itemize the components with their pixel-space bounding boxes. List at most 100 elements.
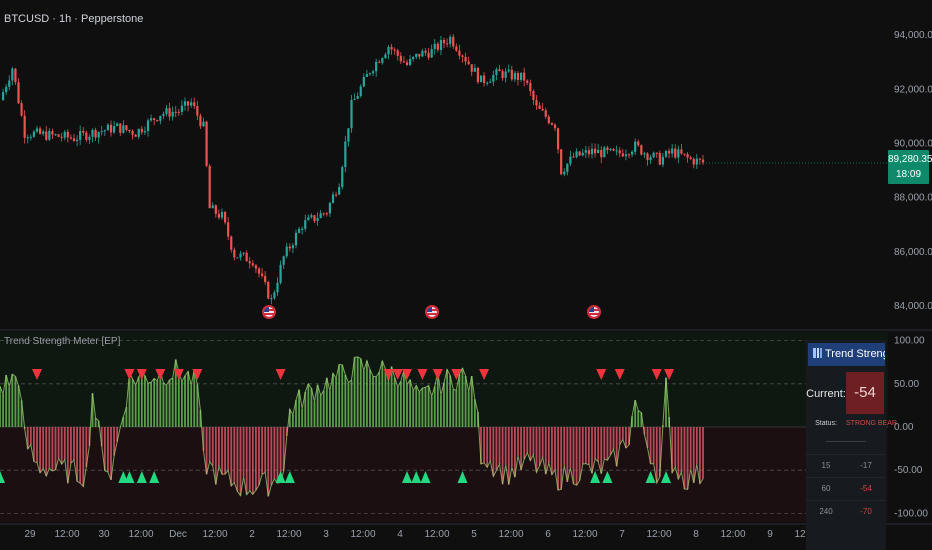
strength-bar [332, 373, 334, 427]
candle-body [618, 150, 621, 154]
candle-body [171, 111, 174, 117]
strength-bar [575, 427, 578, 486]
strength-bar [304, 392, 307, 427]
candle-body [193, 102, 196, 107]
strength-bar [218, 427, 220, 466]
candle-body [143, 131, 147, 133]
candle-body [100, 131, 103, 133]
candle-body [103, 130, 106, 132]
candle-body [285, 246, 288, 257]
candle-body [223, 211, 227, 223]
time-tick-label: 12:00 [128, 529, 153, 540]
candle-body [445, 43, 449, 45]
timeframe-value: -70 [860, 507, 872, 516]
strength-bar [221, 427, 223, 475]
strength-bar [301, 408, 304, 427]
strength-bar [73, 427, 75, 461]
strength-bar [433, 386, 436, 427]
candle-body [313, 215, 316, 221]
candle-body [14, 68, 17, 83]
strength-bar [547, 427, 550, 463]
price-tick-label: 90,000.00 [894, 138, 932, 149]
candle-body [119, 123, 122, 133]
candle-body [236, 257, 239, 259]
candle-body [230, 236, 233, 250]
sell-signal [432, 369, 443, 380]
candle-body [260, 273, 264, 276]
us-flag-icon[interactable] [587, 305, 601, 319]
strength-bar [51, 427, 54, 471]
last-price-value: 89,280.35 [888, 154, 932, 165]
candle-body [276, 282, 279, 293]
candle-body [464, 56, 467, 62]
candle-body [134, 134, 137, 137]
time-tick-label: 6 [545, 529, 551, 540]
strength-bar [621, 427, 624, 440]
candle-body [433, 43, 436, 50]
strength-bar [680, 427, 683, 472]
sell-signal [417, 369, 428, 380]
time-tick-label: 3 [323, 529, 329, 540]
strength-bar [418, 392, 421, 427]
candle-body [20, 103, 23, 116]
strength-bar [412, 390, 415, 427]
candle-body [615, 150, 618, 152]
strength-bar [569, 427, 572, 468]
indicator-title[interactable]: Trend Strength Meter [EP] [4, 336, 121, 347]
strength-bar [325, 377, 328, 427]
candle-body [66, 131, 69, 138]
strength-bar [689, 427, 692, 469]
candle-body [600, 149, 603, 158]
us-flag-icon[interactable] [425, 305, 439, 319]
candle-body [482, 75, 486, 83]
strength-bar [486, 427, 489, 468]
strength-bar [686, 427, 689, 490]
candle-body [519, 72, 523, 80]
candle-body [294, 232, 298, 246]
candle-body [42, 131, 45, 134]
candle-body [368, 73, 372, 75]
strength-bar [33, 427, 35, 462]
strength-bar [618, 427, 621, 445]
strength-bar [2, 394, 4, 427]
us-flag-icon[interactable] [262, 305, 276, 319]
strength-bar [594, 427, 596, 459]
sell-signal [155, 369, 166, 380]
candle-body [128, 129, 131, 131]
strength-bar [683, 427, 686, 490]
candle-body [458, 50, 461, 56]
candle-body [375, 61, 378, 72]
strength-bar [634, 400, 637, 427]
candle-body [640, 145, 643, 155]
strength-bar [566, 427, 569, 482]
candle-body [674, 148, 677, 158]
candle-body [257, 268, 261, 274]
candle-body [365, 74, 369, 77]
candle-body [208, 165, 211, 209]
candle-body [38, 128, 42, 134]
strength-bar [264, 427, 267, 473]
strength-bar [177, 372, 180, 427]
sell-signal [124, 369, 135, 380]
indicator-tick-label: 100.00 [894, 336, 925, 347]
strength-bar [0, 386, 1, 427]
strength-bar [140, 372, 143, 427]
strength-bar [677, 427, 680, 480]
strength-bar [554, 427, 556, 470]
candle-body [553, 124, 557, 129]
candle-body [63, 131, 66, 138]
buy-signal [590, 471, 601, 483]
strength-bar [248, 427, 251, 491]
strength-bar [39, 427, 41, 473]
candle-body [11, 68, 14, 81]
candle-body [94, 129, 97, 138]
candle-body [593, 148, 597, 154]
strength-bar [20, 400, 23, 427]
price-tick-label: 86,000.00 [894, 247, 932, 258]
panel-divider [826, 441, 866, 442]
strength-bar [70, 427, 72, 464]
time-tick-label: 12:00 [424, 529, 449, 540]
candle-body [498, 69, 501, 72]
strength-bar [427, 385, 430, 427]
candle-body [264, 275, 267, 282]
